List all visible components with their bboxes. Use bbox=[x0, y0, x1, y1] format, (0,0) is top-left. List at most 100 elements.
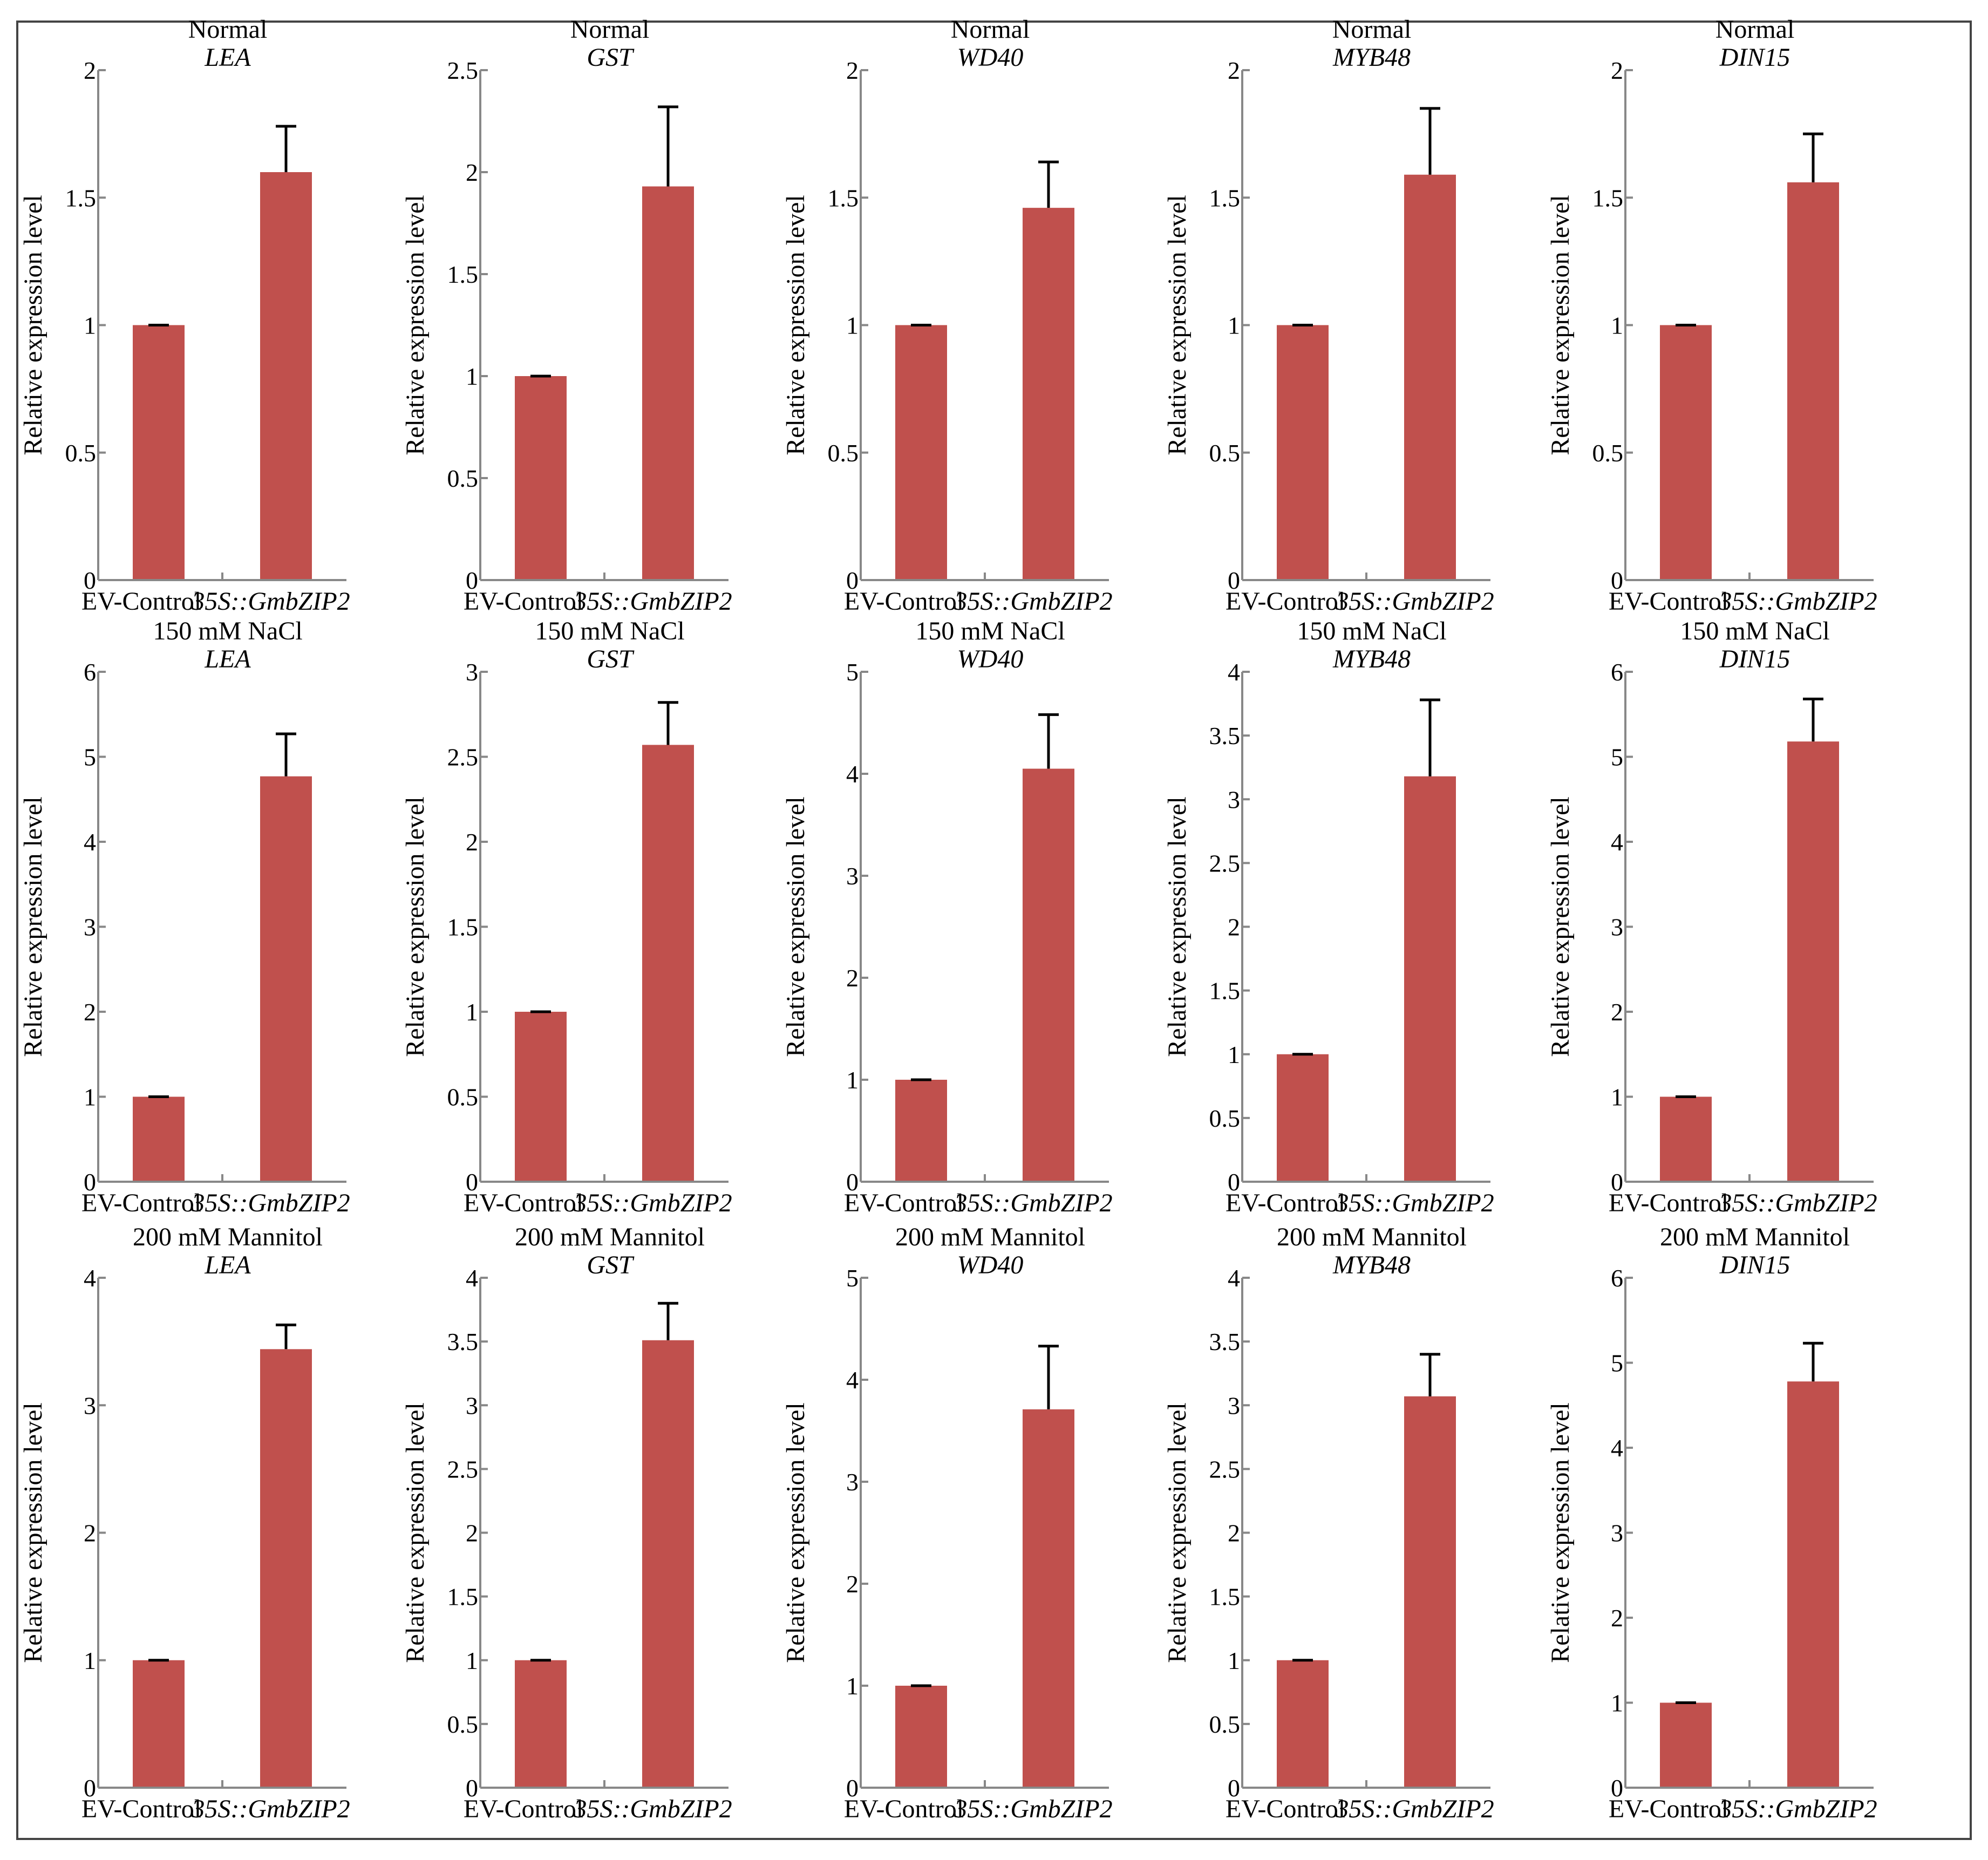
y-tick-label: 1 bbox=[466, 1647, 478, 1674]
y-tick-label: 1 bbox=[1228, 1041, 1240, 1068]
y-axis-label: Relative expression level bbox=[1546, 796, 1575, 1057]
chart-gene-title: GST bbox=[587, 43, 635, 72]
y-tick-label: 1 bbox=[846, 1066, 859, 1094]
y-axis-label: Relative expression level bbox=[1546, 1402, 1575, 1663]
y-tick-label: 0.5 bbox=[65, 439, 97, 467]
x-category-label: EV-Control bbox=[844, 1189, 964, 1217]
y-tick-label: 4 bbox=[466, 1264, 478, 1292]
x-category-label: 35S::GmbZIP2 bbox=[1335, 1189, 1494, 1217]
chart-condition-title: 200 mM Mannitol bbox=[133, 1223, 323, 1251]
y-tick-label: 0 bbox=[466, 1774, 478, 1802]
y-tick-label: 3.5 bbox=[1209, 722, 1241, 750]
y-tick-label: 6 bbox=[1611, 1264, 1623, 1292]
bar-gmbzip2 bbox=[1787, 1381, 1839, 1788]
y-tick-label: 2 bbox=[1228, 914, 1240, 941]
chart-condition-title: Normal bbox=[1332, 15, 1412, 44]
y-tick-label: 1 bbox=[1228, 1647, 1240, 1674]
x-category-label: EV-Control bbox=[81, 1795, 201, 1823]
x-category-label: 35S::GmbZIP2 bbox=[1335, 1795, 1494, 1823]
bar-ev-control bbox=[515, 1012, 567, 1182]
x-category-label: 35S::GmbZIP2 bbox=[573, 1189, 732, 1217]
y-tick-label: 2 bbox=[846, 964, 859, 992]
y-tick-label: 0.5 bbox=[1209, 1711, 1241, 1738]
bar-gmbzip2 bbox=[1023, 1409, 1074, 1788]
y-tick-label: 2 bbox=[84, 1520, 96, 1547]
x-category-label: 35S::GmbZIP2 bbox=[573, 587, 732, 616]
chart-condition-title: Normal bbox=[188, 15, 268, 44]
y-tick-label: 2.5 bbox=[1209, 1455, 1241, 1483]
y-tick-label: 0 bbox=[1228, 1168, 1240, 1196]
x-category-label: EV-Control bbox=[1609, 587, 1728, 616]
y-tick-label: 0 bbox=[1228, 1774, 1240, 1802]
x-category-label: EV-Control bbox=[81, 1189, 201, 1217]
bar-gmbzip2 bbox=[260, 1349, 312, 1788]
y-tick-label: 1 bbox=[84, 1084, 96, 1111]
x-category-label: 35S::GmbZIP2 bbox=[954, 1189, 1112, 1217]
bar-ev-control bbox=[133, 1096, 185, 1182]
x-category-label: EV-Control bbox=[844, 1795, 964, 1823]
chart-gene-title: WD40 bbox=[957, 645, 1024, 673]
y-tick-label: 1.5 bbox=[447, 914, 479, 941]
bar-ev-control bbox=[895, 325, 947, 580]
y-tick-label: 2 bbox=[1228, 1520, 1240, 1547]
y-tick-label: 0 bbox=[846, 1168, 859, 1196]
x-category-label: EV-Control bbox=[81, 587, 201, 616]
y-tick-label: 0 bbox=[84, 567, 96, 594]
y-tick-label: 1 bbox=[84, 1647, 96, 1674]
y-tick-label: 4 bbox=[1228, 658, 1240, 686]
y-tick-label: 5 bbox=[1611, 744, 1623, 771]
x-category-label: 35S::GmbZIP2 bbox=[573, 1795, 732, 1823]
chart-condition-title: 150 mM NaCl bbox=[1680, 617, 1829, 645]
y-tick-label: 2 bbox=[466, 159, 478, 186]
x-category-label: EV-Control bbox=[464, 1189, 583, 1217]
y-tick-label: 5 bbox=[84, 744, 96, 771]
y-tick-label: 0 bbox=[84, 1774, 96, 1802]
x-category-label: 35S::GmbZIP2 bbox=[191, 1795, 350, 1823]
bar-gmbzip2 bbox=[260, 776, 312, 1182]
bar-gmbzip2 bbox=[1023, 768, 1074, 1182]
y-tick-label: 1.5 bbox=[828, 184, 859, 212]
x-category-label: EV-Control bbox=[844, 587, 964, 616]
bar-gmbzip2 bbox=[1404, 776, 1456, 1182]
y-axis-label: Relative expression level bbox=[781, 796, 810, 1057]
y-tick-label: 2.5 bbox=[447, 57, 479, 84]
y-axis-label: Relative expression level bbox=[19, 195, 47, 455]
bar-ev-control bbox=[895, 1080, 947, 1182]
y-tick-label: 1 bbox=[466, 363, 478, 390]
y-axis-label: Relative expression level bbox=[781, 1402, 810, 1663]
chart-gene-title: GST bbox=[587, 645, 635, 673]
y-tick-label: 3 bbox=[84, 1392, 96, 1419]
x-category-label: 35S::GmbZIP2 bbox=[1718, 1795, 1877, 1823]
bar-gmbzip2 bbox=[642, 1340, 694, 1788]
y-tick-label: 0.5 bbox=[447, 1084, 479, 1111]
bar-ev-control bbox=[1660, 1702, 1712, 1788]
chart-gene-title: LEA bbox=[204, 43, 251, 72]
chart-condition-title: Normal bbox=[951, 15, 1030, 44]
bar-gmbzip2 bbox=[1404, 1396, 1456, 1788]
bar-gmbzip2 bbox=[1404, 174, 1456, 581]
y-tick-label: 3 bbox=[1611, 914, 1623, 941]
y-tick-label: 0 bbox=[1611, 1168, 1623, 1196]
bar-ev-control bbox=[1277, 1660, 1329, 1788]
chart-gene-title: MYB48 bbox=[1332, 645, 1411, 673]
y-tick-label: 1.5 bbox=[447, 1583, 479, 1611]
chart-gene-title: MYB48 bbox=[1332, 1251, 1411, 1279]
chart-gene-title: GST bbox=[587, 1251, 635, 1279]
y-tick-label: 0.5 bbox=[447, 465, 479, 492]
y-tick-label: 2 bbox=[84, 998, 96, 1026]
x-category-label: 35S::GmbZIP2 bbox=[1335, 587, 1494, 616]
y-tick-label: 3 bbox=[84, 914, 96, 941]
y-tick-label: 1.5 bbox=[447, 261, 479, 288]
y-tick-label: 6 bbox=[1611, 658, 1623, 686]
x-category-label: EV-Control bbox=[1609, 1189, 1728, 1217]
y-tick-label: 1.5 bbox=[1209, 977, 1241, 1005]
x-category-label: EV-Control bbox=[1226, 1795, 1345, 1823]
chart-gene-title: DIN15 bbox=[1719, 645, 1790, 673]
y-tick-label: 2 bbox=[466, 828, 478, 856]
chart-condition-title: 150 mM NaCl bbox=[535, 617, 684, 645]
